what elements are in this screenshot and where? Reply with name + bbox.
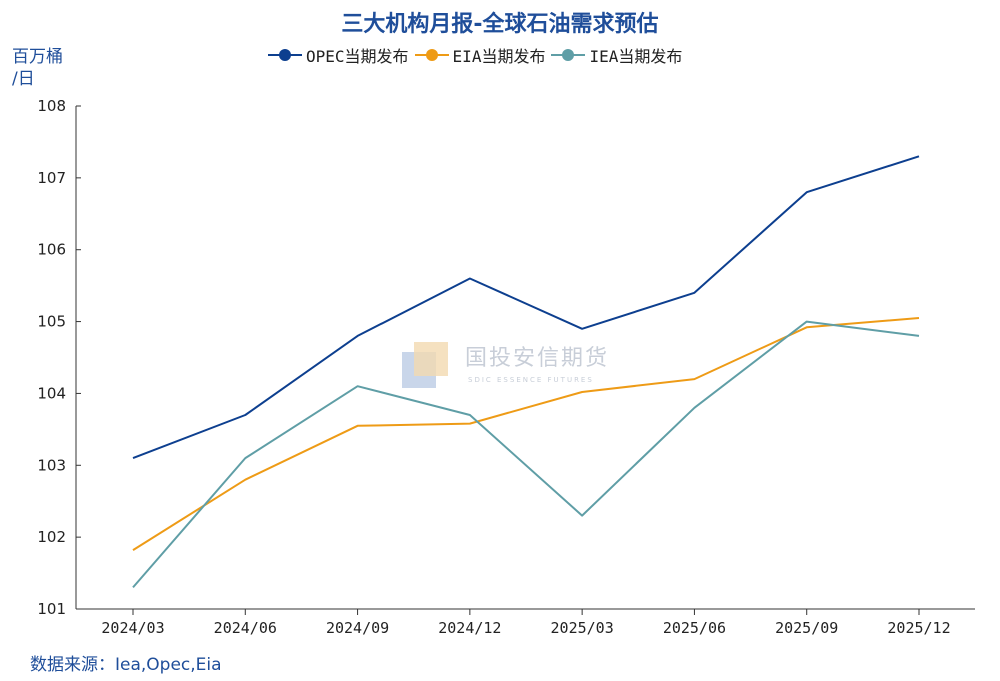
watermark-text: 国投安信期货: [465, 346, 610, 371]
watermark-subtext: SDIC ESSENCE FUTURES: [468, 376, 594, 384]
x-tick-label: 2024/06: [214, 619, 277, 637]
chart-axes: 101 102 103 104 105 106 107 108 2024/03 2024/06 20…: [37, 97, 975, 637]
y-tick-label: 106: [37, 241, 66, 259]
y-tick-label: 107: [37, 169, 66, 187]
chart-series: [132, 155, 920, 589]
y-tick-label: 105: [37, 313, 66, 331]
legend-marker-opec: [279, 49, 291, 61]
series-line-eia: [132, 317, 920, 551]
x-tick-label: 2024/12: [438, 619, 501, 637]
legend-label-opec: OPEC当期发布: [306, 47, 409, 66]
legend-swatch-iea: [551, 47, 586, 63]
legend-swatch-eia: [414, 47, 449, 63]
y-tick-label: 103: [37, 456, 66, 474]
legend: OPEC当期发布 EIA当期发布 IEA当期发布: [268, 43, 688, 67]
series-line-opec: [132, 155, 920, 460]
legend-item-iea: IEA当期发布: [551, 43, 682, 67]
series-line-iea: [132, 320, 920, 589]
y-axis-unit-label: 百万桶 /日: [12, 47, 63, 89]
y-tick-label: 102: [37, 528, 66, 546]
x-tick-label: 2025/03: [551, 619, 614, 637]
x-tick-label: 2025/12: [887, 619, 950, 637]
chart-title: 三大机构月报-全球石油需求预估: [341, 12, 659, 37]
legend-label-eia: EIA当期发布: [452, 47, 546, 66]
legend-label-iea: IEA当期发布: [589, 47, 683, 66]
legend-marker-eia: [425, 49, 438, 61]
legend-item-eia: EIA当期发布: [414, 43, 546, 67]
x-tick-label: 2025/06: [663, 619, 726, 637]
x-tick-label: 2024/03: [101, 619, 164, 637]
legend-item-opec: OPEC当期发布: [268, 43, 409, 67]
x-tick-label: 2025/09: [775, 619, 838, 637]
y-tick-label: 101: [37, 600, 66, 618]
legend-swatch-opec: [268, 47, 302, 63]
legend-marker-iea: [562, 49, 575, 61]
y-tick-label: 104: [37, 384, 66, 402]
y-tick-label: 108: [37, 97, 66, 115]
data-source-note: 数据来源：Iea,Opec,Eia: [30, 655, 222, 675]
x-tick-label: 2024/09: [326, 619, 389, 637]
